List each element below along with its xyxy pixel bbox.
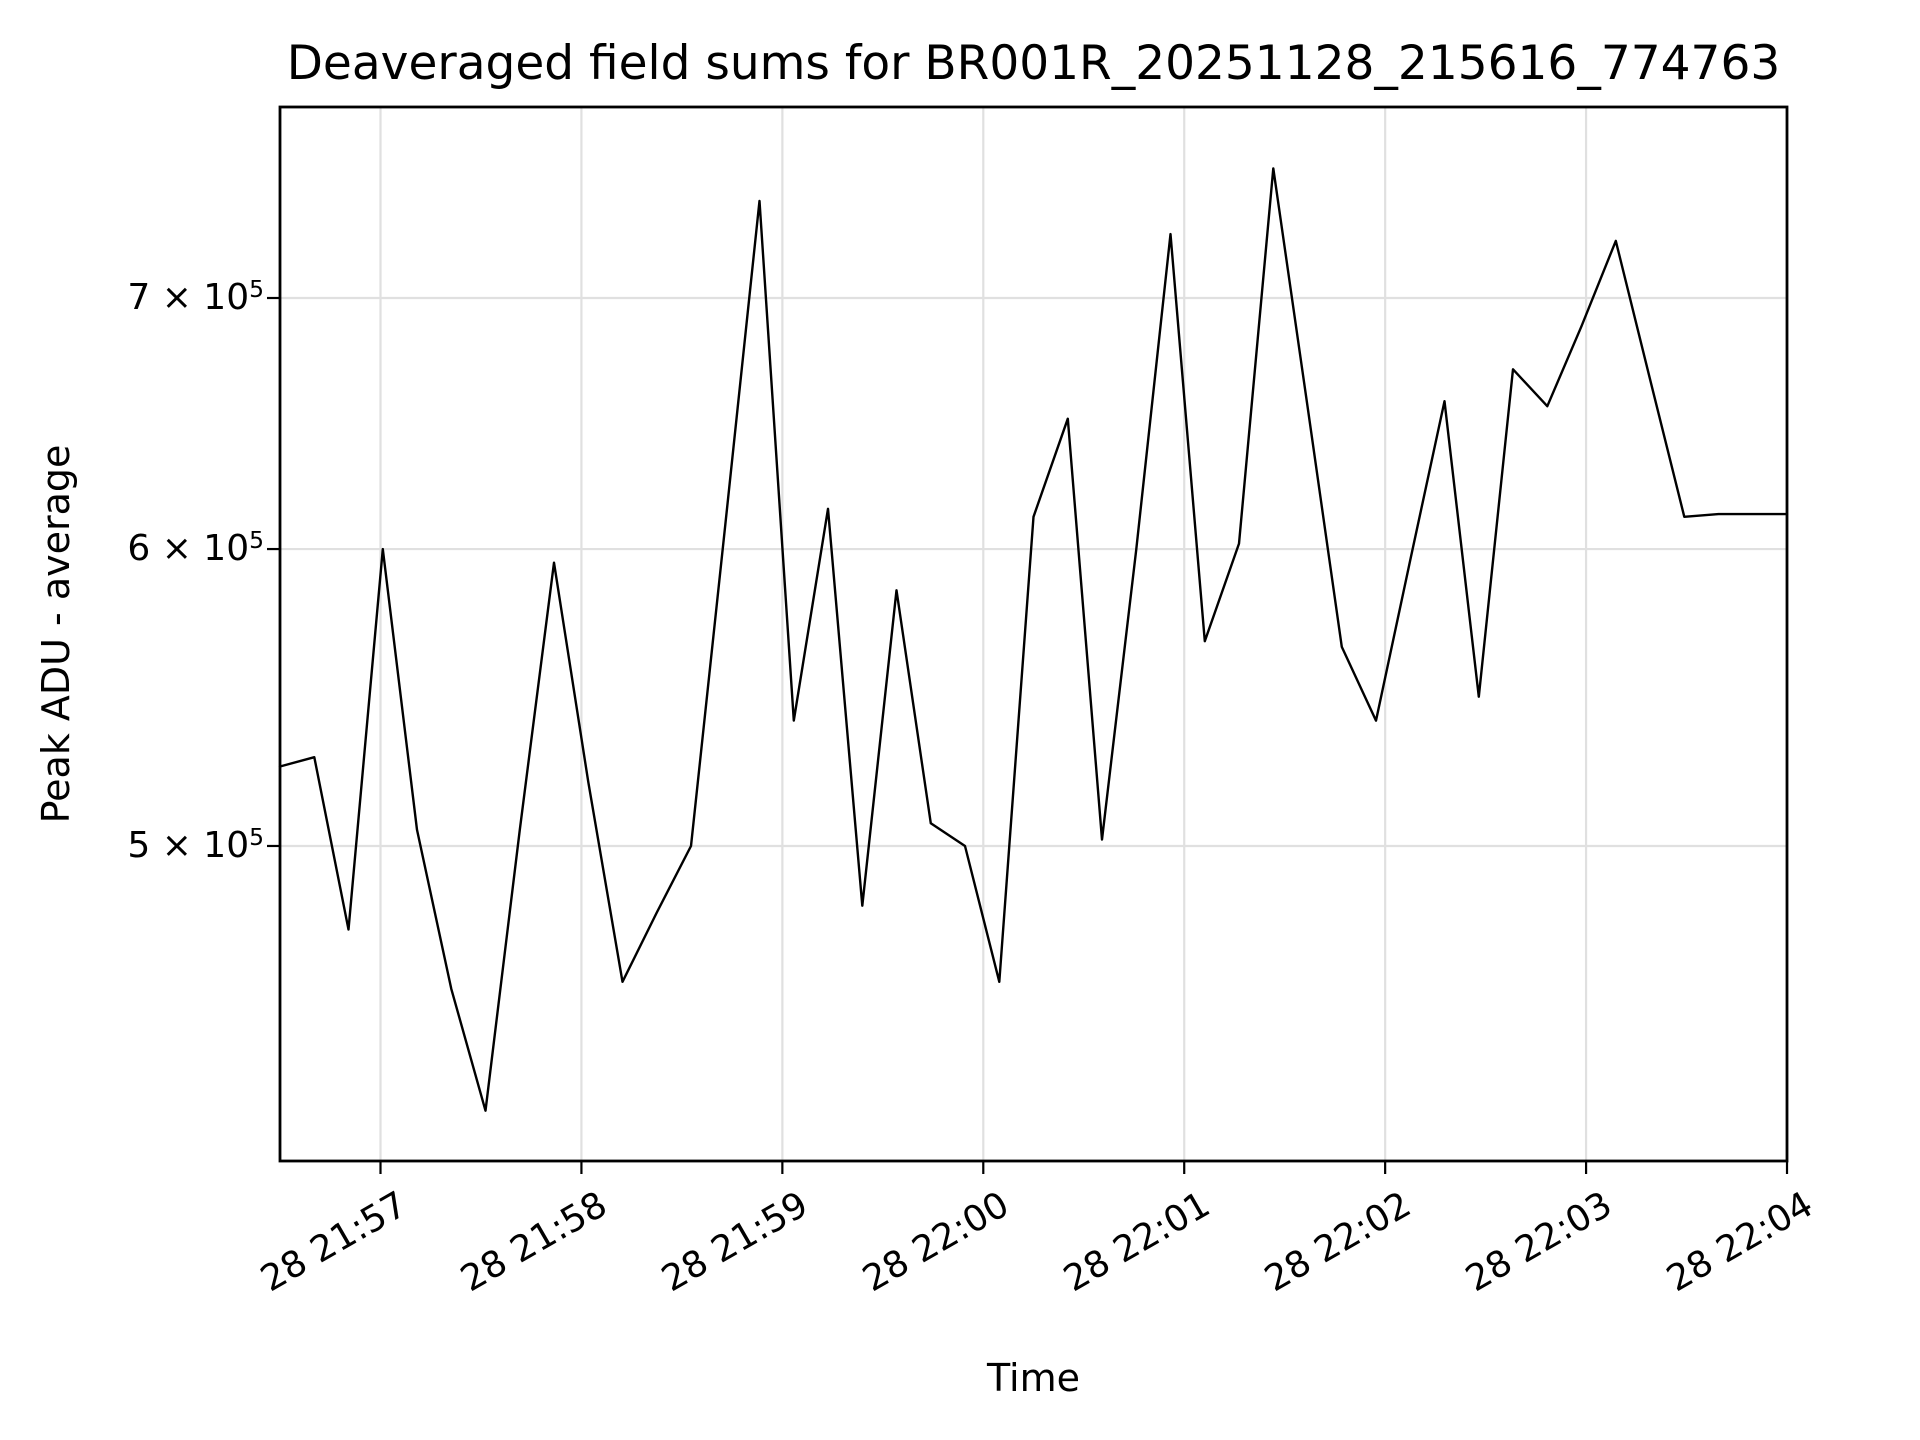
x-axis-label: Time xyxy=(987,1356,1080,1400)
tick-marks xyxy=(267,296,1789,1174)
grid-lines xyxy=(280,107,1789,1161)
chart-title: Deaveraged field sums for BR001R_2025112… xyxy=(286,36,1781,91)
y-tick-label: 5 × 105 xyxy=(127,823,264,866)
y-tick-label: 7 × 105 xyxy=(127,275,264,318)
data-line-layer xyxy=(278,167,1789,1112)
data-line xyxy=(278,167,1789,1112)
spines xyxy=(278,105,1789,1163)
y-axis-label: Peak ADU - average xyxy=(34,444,78,824)
y-tick-label: 6 × 105 xyxy=(127,526,264,570)
